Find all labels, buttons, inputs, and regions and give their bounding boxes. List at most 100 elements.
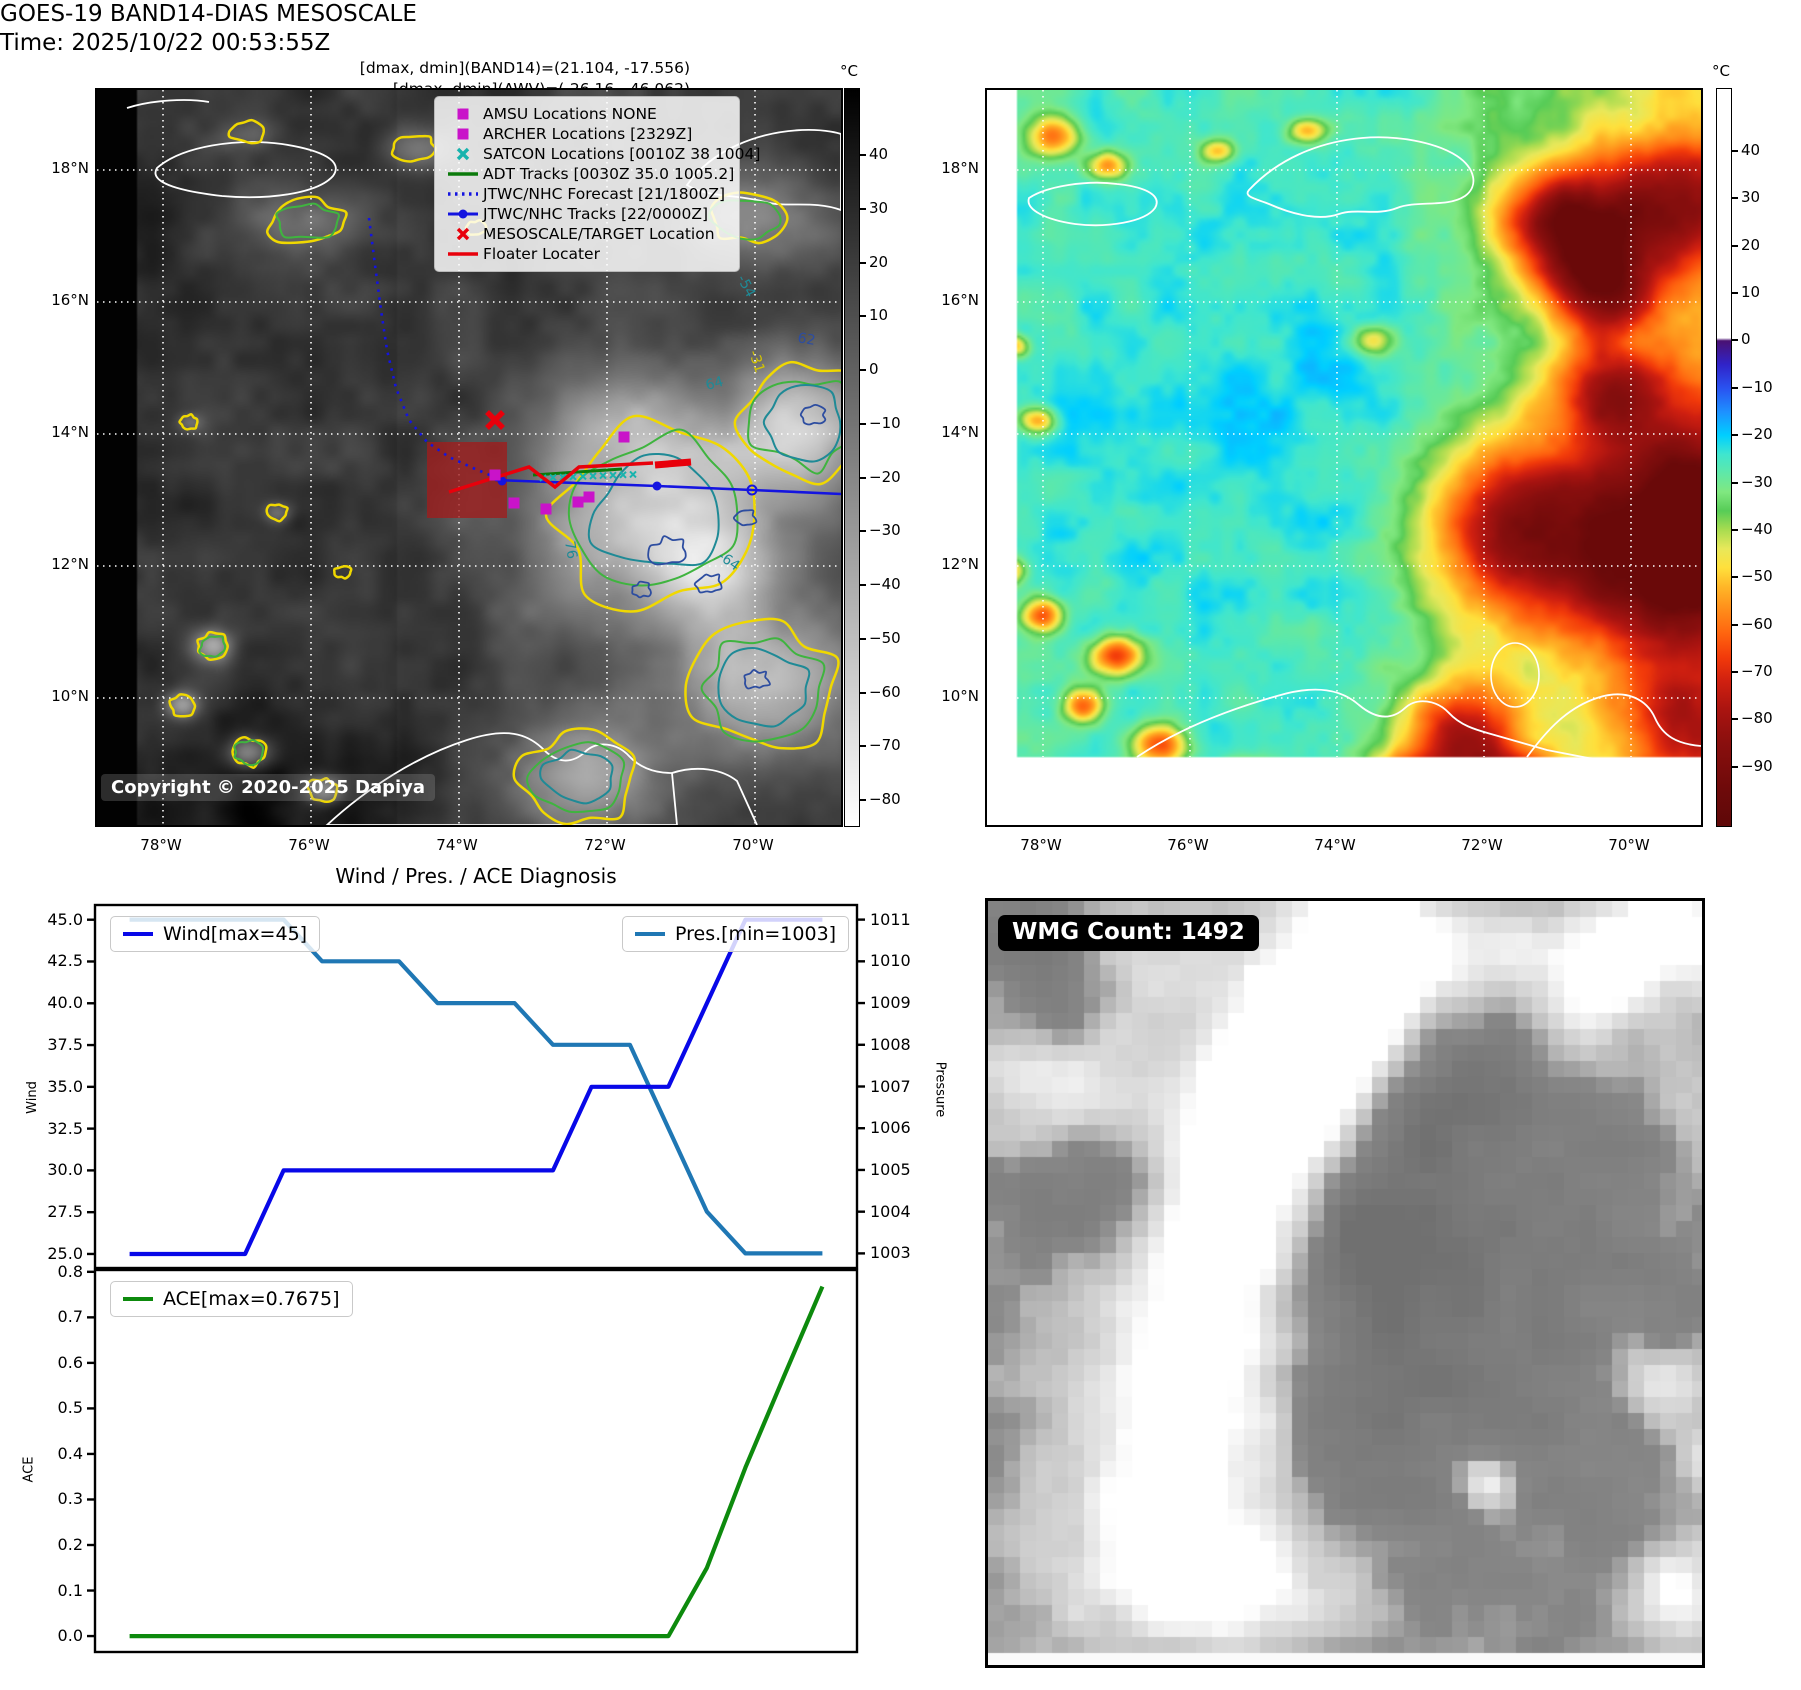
lon-tick-label: 76°W [1167,836,1209,854]
colorbar-tick [860,530,866,533]
square-marker-icon [443,106,483,122]
map-legend: AMSU Locations NONE ARCHER Locations [232… [434,96,760,272]
chart-tick-label: 30.0 [47,1160,83,1180]
colorbar-tick [860,476,866,479]
lat-tick-label: 14°N [941,423,979,441]
map-legend-item: AMSU Locations NONE [443,104,731,124]
lon-tick-label: 70°W [1608,836,1650,854]
contour-label: 64 [704,374,725,394]
map-legend-item: ADT Tracks [0030Z 35.0 1005.2] [443,164,734,184]
lon-tick-label: 78°W [1020,836,1062,854]
chart-tick-label: 0.0 [57,1626,83,1646]
map-legend-item: MESOSCALE/TARGET Location [443,224,731,244]
diagnosis-title: Wind / Pres. / ACE Diagnosis [335,864,617,888]
chart-tick-label: 0.2 [57,1535,83,1554]
colorbar-tick-label: 30 [869,198,889,217]
colorbar-tick [1732,339,1738,342]
colorbar-tick-label: −90 [1741,756,1773,775]
colorbar-tick [1732,197,1738,200]
colorbar-tick-label: −30 [869,521,901,540]
chart-tick-label: 1008 [870,1034,911,1054]
chart-tick-label: 1003 [870,1243,911,1263]
colorbar-tick [1732,576,1738,579]
band14-satellite-map: 64 76 -54 -31 -64 62 AMSU Locations NONE ARCHE… [95,88,843,827]
chart-tick-label: 1007 [870,1076,911,1096]
colorbar-tick-label: −40 [1741,519,1773,538]
band14-colorbar [844,88,860,827]
colorbar-tick-label: −70 [1741,662,1773,681]
lon-tick-label: 72°W [1461,836,1503,854]
dmax-dmin-band14: [dmax, dmin](BAND14)=(21.104, -17.556) [359,59,690,77]
lon-tick-label: 76°W [288,836,330,854]
lat-tick-label: 18°N [941,159,979,177]
chart-tick-label: 0.4 [57,1443,83,1463]
chart-tick-label: 0.7 [57,1307,83,1327]
map-legend-item: ARCHER Locations [2329Z] [443,124,731,144]
lon-tick-label: 70°W [732,836,774,854]
colorbar-tick [860,745,866,748]
wind-legend-swatch [123,932,153,936]
copyright-watermark: Copyright © 2020-2025 Dapiya [101,774,436,801]
colorbar-tick-label: −50 [869,628,901,647]
chart-tick-label: 0.8 [57,1261,83,1281]
map-legend-label: MESOSCALE/TARGET Location [483,225,715,243]
awv-colorbar-unit: °C [1712,62,1730,80]
lat-tick-label: 10°N [51,687,89,705]
colorbar-tick-label: −10 [869,413,901,432]
colorbar-tick-label: 10 [1741,283,1761,302]
line-dot-marker-icon [443,206,483,222]
colorbar-tick-label: 10 [869,306,889,325]
colorbar-tick [1732,623,1738,626]
map-legend-item: JTWC/NHC Forecast [21/1800Z] [443,184,731,204]
colorbar-tick [860,369,866,372]
lon-tick-label: 74°W [1314,836,1356,854]
colorbar-tick [1732,765,1738,768]
chart-tick-label: 32.5 [47,1118,83,1138]
map-legend-label: SATCON Locations [0010Z 38 1004] [483,145,761,163]
colorbar-tick-label: 30 [1741,188,1761,207]
lat-tick-label: 12°N [941,555,979,573]
colorbar-tick-label: −80 [1741,709,1773,728]
lon-tick-label: 78°W [140,836,182,854]
colorbar-tick [860,315,866,318]
map-legend-label: JTWC/NHC Forecast [21/1800Z] [483,185,726,203]
lat-tick-label: 12°N [51,555,89,573]
colorbar-tick [1732,386,1738,389]
awv-satellite-map [985,88,1703,827]
colorbar-tick-label: −50 [1741,567,1773,586]
lat-tick-label: 16°N [941,291,979,309]
pressure-axis-label: Pressure [932,1061,948,1118]
awv-colorbar [1716,88,1732,827]
colorbar-tick [1732,150,1738,152]
colorbar-tick [1732,434,1738,437]
colorbar-tick-label: −60 [1741,614,1773,633]
colorbar-tick [860,261,866,264]
wmg-pixel-image [988,901,1702,1665]
contour-label: -31 [745,348,767,375]
wind-legend-label: Wind[max=45] [163,923,308,945]
colorbar-tick [1732,671,1738,674]
line-marker-icon [443,246,483,262]
colorbar-tick-label: 20 [869,252,889,271]
chart-tick-label: 45.0 [47,909,83,929]
left-map-title-line2: Time: 2025/10/22 00:53:55Z [0,30,331,56]
lat-tick-label: 18°N [51,159,89,177]
colorbar-tick [1732,292,1738,295]
wind-legend: Wind[max=45] [110,916,321,952]
colorbar-tick [860,584,866,587]
left-map-title: GOES-19 BAND14-DIAS MESOSCALE Time: 2025… [0,0,1801,58]
lat-tick-label: 16°N [51,291,89,309]
colorbar-tick-label: −70 [869,736,901,755]
chart-tick-label: 1010 [870,951,911,971]
colorbar-tick-label: 0 [869,360,879,379]
chart-tick-label: 0.6 [57,1352,83,1372]
colorbar-tick-label: 40 [1741,141,1761,159]
chart-tick-label: 40.0 [47,993,83,1013]
colorbar-tick [860,799,866,802]
pressure-legend-swatch [635,932,665,936]
x-marker-icon [443,226,483,242]
wmg-count-badge: WMG Count: 1492 [998,915,1259,951]
colorbar-tick-label: −30 [1741,472,1773,491]
